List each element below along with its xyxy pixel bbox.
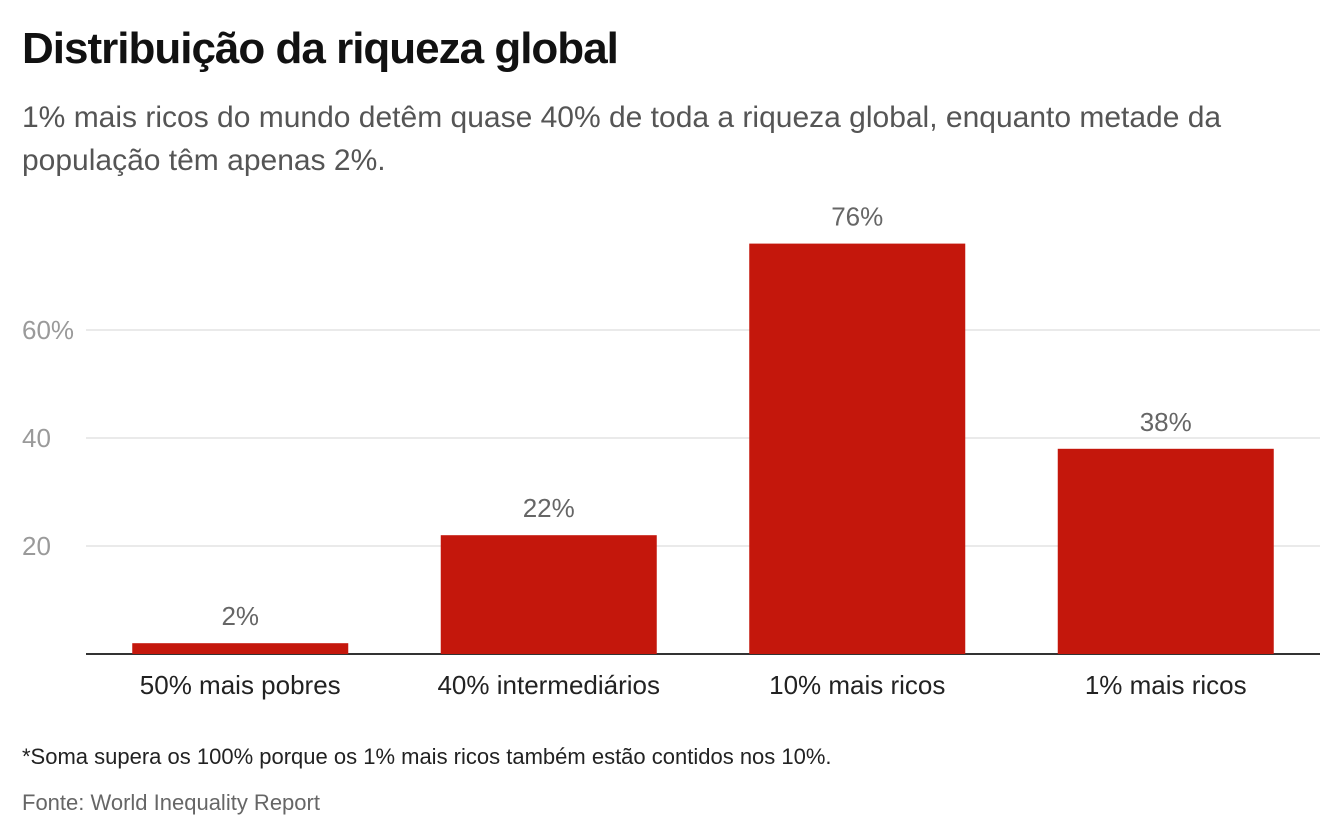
bar-value-label: 76% xyxy=(831,202,883,232)
y-tick-label: 20 xyxy=(22,531,51,561)
source-note: Fonte: World Inequality Report xyxy=(22,790,320,815)
label-layer: 20 40 60% 2% 50% mais pobres 22% 40% intermedi… xyxy=(22,202,1247,700)
x-category-label: 40% intermediários xyxy=(437,670,660,700)
x-category-label: 1% mais ricos xyxy=(1085,670,1247,700)
bar xyxy=(749,243,966,654)
chart-subtitle: 1% mais ricos do mundo detêm quase 40% d… xyxy=(22,101,1222,177)
y-tick-label: 40 xyxy=(22,423,51,453)
bar xyxy=(440,535,657,654)
bar-value-label: 2% xyxy=(221,601,259,631)
y-tick-label: 60% xyxy=(22,315,74,345)
bar-layer xyxy=(132,243,1274,654)
bar-value-label: 38% xyxy=(1140,407,1192,437)
x-category-label: 50% mais pobres xyxy=(140,670,341,700)
footnote: *Soma supera os 100% porque os 1% mais r… xyxy=(22,744,832,769)
chart-title: Distribuição da riqueza global xyxy=(22,24,619,73)
bar xyxy=(1057,448,1274,654)
bar xyxy=(132,643,349,654)
bar-value-label: 22% xyxy=(523,493,575,523)
x-category-label: 10% mais ricos xyxy=(769,670,945,700)
